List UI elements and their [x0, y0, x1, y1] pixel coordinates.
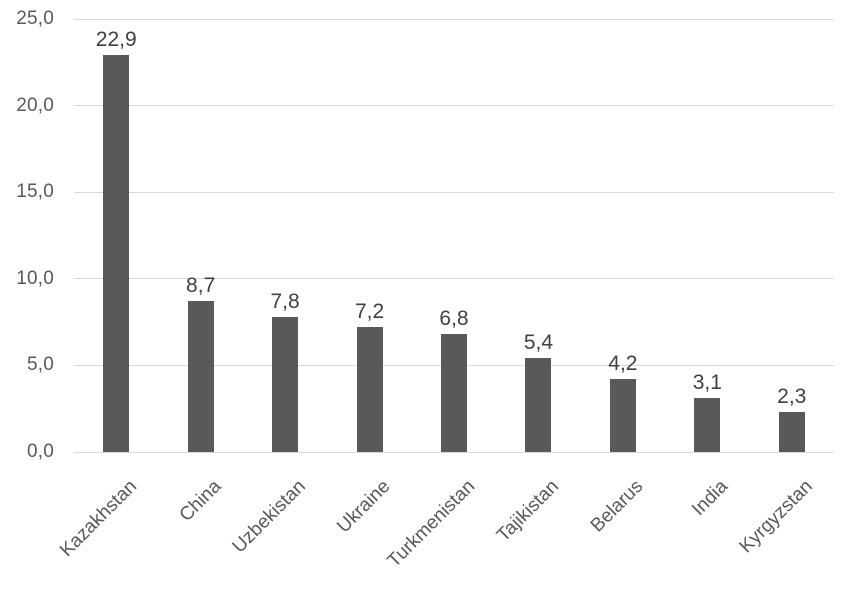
- category-label-kyrgyzstan: Kyrgyzstan: [735, 476, 817, 558]
- category-label-kazakhstan: Kazakhstan: [56, 476, 142, 562]
- category-label-india: India: [688, 476, 733, 520]
- y-axis-tick-label: 10,0: [16, 267, 54, 289]
- bar-india: [694, 398, 721, 452]
- data-label: 8,7: [186, 274, 216, 298]
- data-label: 7,8: [270, 289, 300, 313]
- y-axis-tick-label: 20,0: [16, 94, 54, 116]
- gridline: [74, 191, 834, 193]
- gridline: [74, 278, 834, 280]
- gridline: [74, 18, 834, 20]
- bar-kyrgyzstan: [778, 412, 805, 452]
- bar-uzbekistan: [272, 316, 299, 452]
- category-label-turkmenistan: Turkmenistan: [383, 476, 479, 572]
- data-label: 4,2: [608, 352, 638, 376]
- x-axis-line: [74, 451, 834, 453]
- bar-kazakhstan: [103, 55, 130, 452]
- bar-turkmenistan: [441, 334, 467, 452]
- bar-tajikistan: [525, 358, 552, 452]
- data-label: 7,2: [354, 300, 385, 324]
- category-label-china: China: [175, 476, 226, 526]
- y-axis-tick-label: 15,0: [16, 181, 54, 203]
- category-label-belarus: Belarus: [587, 476, 648, 537]
- y-axis-tick-label: 25,0: [16, 8, 54, 29]
- data-label: 6,8: [439, 307, 469, 331]
- y-axis-tick-label: 5,0: [26, 354, 54, 376]
- category-label-ukraine: Ukraine: [333, 476, 395, 538]
- y-axis-tick-label: 0,0: [26, 441, 54, 462]
- data-label: 5,4: [523, 331, 554, 355]
- data-label: 22,9: [95, 28, 137, 52]
- bar-china: [187, 301, 214, 452]
- data-label: 2,3: [777, 385, 807, 409]
- data-label: 3,1: [692, 371, 722, 395]
- category-label-tajikistan: Tajikistan: [493, 476, 564, 547]
- gridline: [74, 105, 834, 107]
- bar-ukraine: [356, 327, 383, 452]
- bar-belarus: [609, 379, 636, 452]
- category-label-uzbekistan: Uzbekistan: [228, 476, 310, 558]
